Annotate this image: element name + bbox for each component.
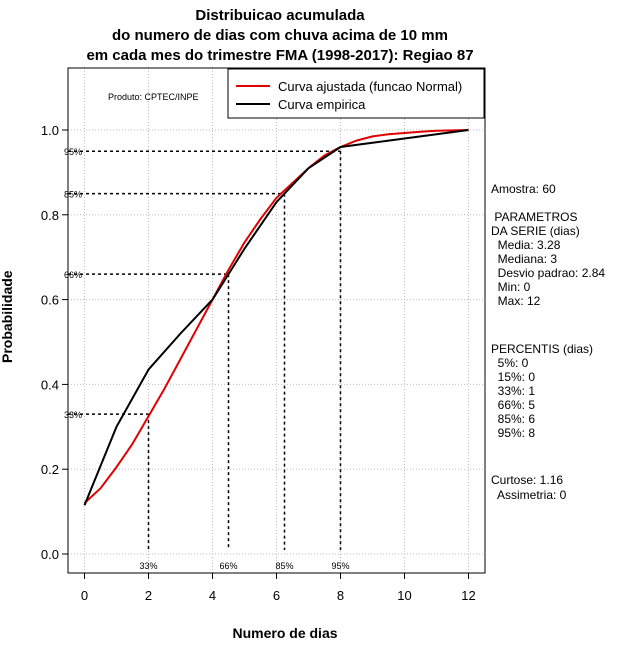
plot-frame: [67, 67, 486, 574]
percentile-x-label-2: 85%: [275, 561, 293, 571]
percentile-y-label-0: 33%: [64, 410, 82, 420]
percentiles-title: PERCENTIS (dias): [491, 342, 594, 356]
percentile-y-label-3: 95%: [64, 147, 82, 157]
x-tick-label-0: 0: [81, 588, 88, 603]
percentiles-values: 5%: 0 15%: 0 33%: 1 66%: 5 85%: 6 95%: 8: [497, 356, 536, 440]
x-tick-label-4: 8: [337, 588, 344, 603]
legend-box: [227, 68, 485, 119]
percentile-x-label-3: 95%: [331, 561, 349, 571]
x-axis-label: Numero de dias: [232, 625, 338, 641]
percentile-x-label-1: 66%: [219, 561, 237, 571]
x-tick-label-5: 10: [397, 588, 411, 603]
y-tick-label-1: 0.2: [41, 462, 59, 477]
y-tick-label-5: 1.0: [41, 123, 59, 138]
sample-size: Amostra: 60: [491, 182, 556, 196]
x-tick-label-6: 12: [461, 588, 475, 603]
chart-title-line-1: Distribuicao acumulada: [195, 7, 365, 24]
y-tick-label-2: 0.4: [41, 377, 59, 392]
legend-label-0: Curva ajustada (funcao Normal): [278, 79, 462, 94]
legend-label-1: Curva empirica: [278, 97, 366, 112]
x-tick-label-2: 4: [209, 588, 216, 603]
x-tick-label-1: 2: [145, 588, 152, 603]
product-label: Produto: CPTEC/INPE: [108, 92, 199, 102]
y-tick-label-0: 0.0: [41, 547, 59, 562]
skewness: Assimetria: 0: [491, 488, 567, 502]
chart-title-line-3: em cada mes do trimestre FMA (1998-2017)…: [86, 47, 474, 64]
series-line-0: [83, 129, 469, 504]
series-line-1: [83, 129, 469, 506]
params-values: Media: 3.28 Mediana: 3 Desvio padrao: 2.…: [497, 238, 606, 308]
kurtosis: Curtose: 1.16: [491, 473, 564, 487]
y-tick-label-3: 0.6: [41, 293, 59, 308]
chart-title-line-2: do numero de dias com chuva acima de 10 …: [112, 27, 448, 44]
percentile-x-label-0: 33%: [139, 561, 157, 571]
y-tick-label-4: 0.8: [41, 208, 59, 223]
x-tick-label-3: 6: [273, 588, 280, 603]
percentile-y-label-2: 85%: [64, 190, 82, 200]
params-title: PARAMETROS DA SERIE (dias): [491, 210, 580, 238]
y-axis-label: Probabilidade: [0, 270, 15, 363]
percentile-y-label-1: 66%: [64, 270, 82, 280]
